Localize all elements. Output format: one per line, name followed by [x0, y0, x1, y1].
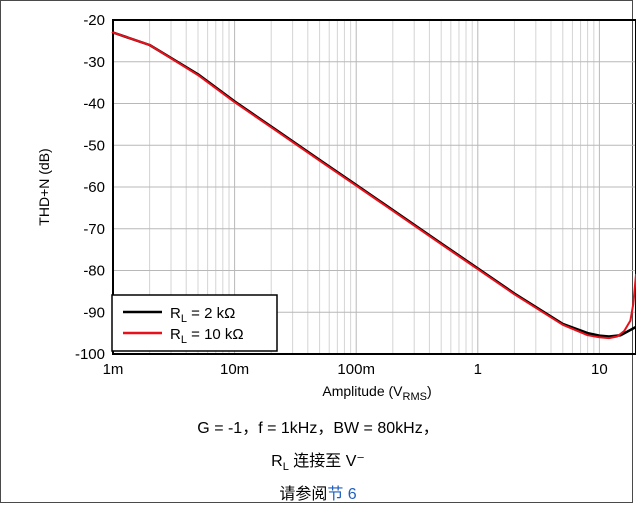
legend-label-10k: RL = 10 kΩ [170, 326, 244, 346]
legend-label-10k-sub: L [181, 334, 187, 346]
x-tick-label: 1 [474, 361, 482, 378]
x-tick-label: 100m [337, 361, 375, 378]
caption-conditions: G = -1，f = 1kHz，BW = 80kHz， [197, 420, 439, 437]
caption-load-sub: L [282, 461, 289, 474]
caption-load-main: R [271, 453, 283, 470]
y-axis-title: THD+N (dB) [36, 148, 52, 225]
caption-load-rest: 连接至 V⁻ [288, 453, 365, 470]
legend-label-2k-sub: L [181, 313, 187, 325]
y-tick-labels: -20 -30 -40 -50 -60 -70 -80 -90 -100 [75, 12, 105, 363]
y-tick-label: -60 [83, 179, 105, 196]
caption-reference-link[interactable]: 节 6 [327, 486, 357, 503]
legend-label-2k-rest: = 2 kΩ [187, 305, 235, 322]
x-axis-title-end: ) [427, 383, 432, 399]
x-axis-title-sub: RMS [403, 391, 427, 403]
x-axis-title: Amplitude (VRMS) [322, 383, 431, 403]
legend-label-2k: RL = 2 kΩ [170, 305, 235, 325]
x-axis-title-main: Amplitude (V [322, 383, 403, 399]
y-tick-label: -20 [83, 12, 105, 29]
y-tick-label: -70 [83, 221, 105, 238]
y-tick-label: -80 [83, 263, 105, 280]
series-line-2k [111, 31, 636, 338]
caption-load: RL 连接至 V⁻ [0, 447, 636, 473]
x-tick-label: 1m [103, 361, 124, 378]
legend-label-10k-main: R [170, 326, 181, 343]
caption-reference: 请参阅节 6 [0, 480, 636, 504]
caption-reference-text: 请参阅 [279, 486, 328, 503]
x-tick-label: 10 [591, 361, 608, 378]
y-tick-label: -90 [83, 304, 105, 321]
y-tick-label: -40 [83, 96, 105, 113]
series-line-10k [112, 31, 636, 340]
legend: RL = 2 kΩ RL = 10 kΩ [111, 294, 278, 352]
plot-border [112, 19, 636, 355]
legend-label-10k-rest: = 10 kΩ [187, 326, 244, 343]
x-tick-labels: 1m 10m 100m 1 10 [103, 361, 608, 378]
y-tick-label: -50 [83, 137, 105, 154]
y-tick-label: -100 [75, 346, 105, 363]
series-layer [111, 31, 636, 340]
y-tick-label: -30 [83, 54, 105, 71]
x-tick-label: 10m [220, 361, 249, 378]
legend-box [111, 294, 278, 352]
legend-label-2k-main: R [170, 305, 181, 322]
